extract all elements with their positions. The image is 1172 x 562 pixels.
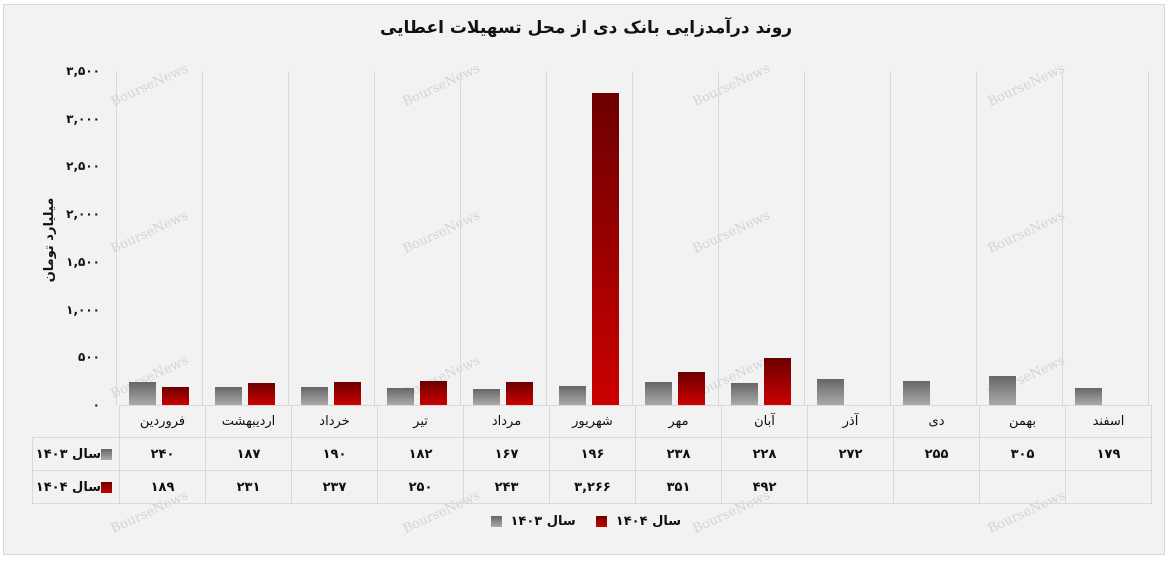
gridline [976,71,977,405]
month-label: مرداد [463,405,550,438]
month-label: آذر [807,405,894,438]
legend-item-1404: سال ۱۴۰۴ [596,514,681,529]
y-axis-label: میلیارد تومان [42,197,57,283]
bar-1403 [989,375,1016,405]
table-cell: ۲۴۰ [119,437,206,471]
bar-1404 [764,358,791,405]
table-cell: ۱۸۷ [205,437,292,471]
bar-1403 [903,380,930,405]
bar-1404 [420,381,447,405]
bar-1404 [592,93,619,405]
table-cell: ۲۲۸ [721,437,808,471]
y-tick-label: ۱,۰۰۰ [66,302,100,317]
table-cell [807,470,894,504]
gridline [804,71,805,405]
legend: سال ۱۴۰۴ سال ۱۴۰۳ [0,514,1172,529]
month-label: اسفند [1065,405,1152,438]
table-cell: ۳,۲۶۶ [549,470,636,504]
bar-1403 [301,386,328,405]
gridline [1148,71,1149,405]
table-cell: ۱۹۰ [291,437,378,471]
table-cell: ۲۵۰ [377,470,464,504]
bar-1403 [817,379,844,405]
bar-1403 [473,389,500,405]
table-cell: ۳۵۱ [635,470,722,504]
legend-item-1403: سال ۱۴۰۳ [490,514,576,529]
bar-1403 [387,387,414,405]
row-label-1404: سال ۱۴۰۴ [32,470,120,504]
table-cell: ۱۶۷ [463,437,550,471]
month-label: اردیبهشت [205,405,292,438]
table-cell: ۱۸۲ [377,437,464,471]
table-cell [1065,470,1152,504]
legend-label: سال ۱۴۰۳ [510,514,576,529]
y-tick-label: ۵۰۰ [78,350,100,365]
row-label-1403: سال ۱۴۰۳ [32,437,120,471]
legend-swatch-1404-icon [596,516,608,527]
table-cell: ۲۳۸ [635,437,722,471]
table-cell: ۲۳۷ [291,470,378,504]
table-cell [893,470,980,504]
gridline [632,71,633,405]
table-corner [32,405,120,438]
row-label-text: سال ۱۴۰۴ [35,479,101,495]
swatch-1404-icon [101,481,112,493]
month-label: تیر [377,405,464,438]
bar-1404 [678,371,705,405]
gridline [288,71,289,405]
table-cell: ۳۰۵ [979,437,1066,471]
table-cell: ۲۷۲ [807,437,894,471]
month-label: خرداد [291,405,378,438]
data-table: فروردین اردیبهشت خرداد تیر مرداد شهریور مهر آبا… [32,405,1152,504]
gridline [374,71,375,405]
table-cell: ۱۷۹ [1065,437,1152,471]
month-label: بهمن [979,405,1066,438]
y-tick-label: ۲,۵۰۰ [66,159,100,174]
bar-1403 [645,382,672,405]
month-label: مهر [635,405,722,438]
month-label: شهریور [549,405,636,438]
gridline [460,71,461,405]
y-tick-label: ۰ [92,398,100,412]
bar-1404 [248,382,275,405]
table-cell: ۱۸۹ [119,470,206,504]
legend-label: سال ۱۴۰۴ [615,514,682,529]
row-label-text: سال ۱۴۰۳ [35,446,101,462]
table-row-1404: سال ۱۴۰۴ ۱۸۹ ۲۳۱ ۲۳۷ ۲۵۰ ۲۴۳ ۳,۲۶۶ ۳۵۱ ۴۹۲ [32,470,1152,504]
y-tick-label: ۳,۵۰۰ [66,64,100,78]
bar-1404 [162,386,189,405]
gridline [718,71,719,405]
month-header-row: فروردین اردیبهشت خرداد تیر مرداد شهریور مهر آبا… [32,405,1152,438]
bar-1403 [731,383,758,405]
bar-1403 [559,386,586,405]
bar-1404 [334,382,361,405]
bar-1404 [506,381,533,405]
y-tick-label: ۱,۵۰۰ [66,254,100,269]
gridline [116,71,117,405]
legend-swatch-1403-icon [490,516,502,527]
table-cell: ۴۹۲ [721,470,808,504]
swatch-1403-icon [101,448,112,460]
y-tick-label: ۳,۰۰۰ [66,111,100,126]
month-label: فروردین [119,405,206,438]
table-row-1403: سال ۱۴۰۳ ۲۴۰ ۱۸۷ ۱۹۰ ۱۸۲ ۱۶۷ ۱۹۶ ۲۳۸ ۲۲۸ ۲۷۲ ۲۵۵ ۳… [32,437,1152,471]
gridline [1062,71,1063,405]
bar-1403 [129,382,156,405]
bar-1403 [1075,387,1102,405]
month-label: دی [893,405,980,438]
y-tick-label: ۲,۰۰۰ [66,207,100,222]
gridline [546,71,547,405]
table-cell: ۲۴۳ [463,470,550,504]
table-cell: ۲۵۵ [893,437,980,471]
chart-title: روند درآمدزایی بانک دی از محل تسهیلات اع… [379,18,793,38]
gridline [890,71,891,405]
plot-area [116,71,1149,405]
table-cell [979,470,1066,504]
table-cell: ۱۹۶ [549,437,636,471]
table-cell: ۲۳۱ [205,470,292,504]
month-label: آبان [721,405,808,438]
bar-1403 [215,387,242,405]
gridline [202,71,203,405]
